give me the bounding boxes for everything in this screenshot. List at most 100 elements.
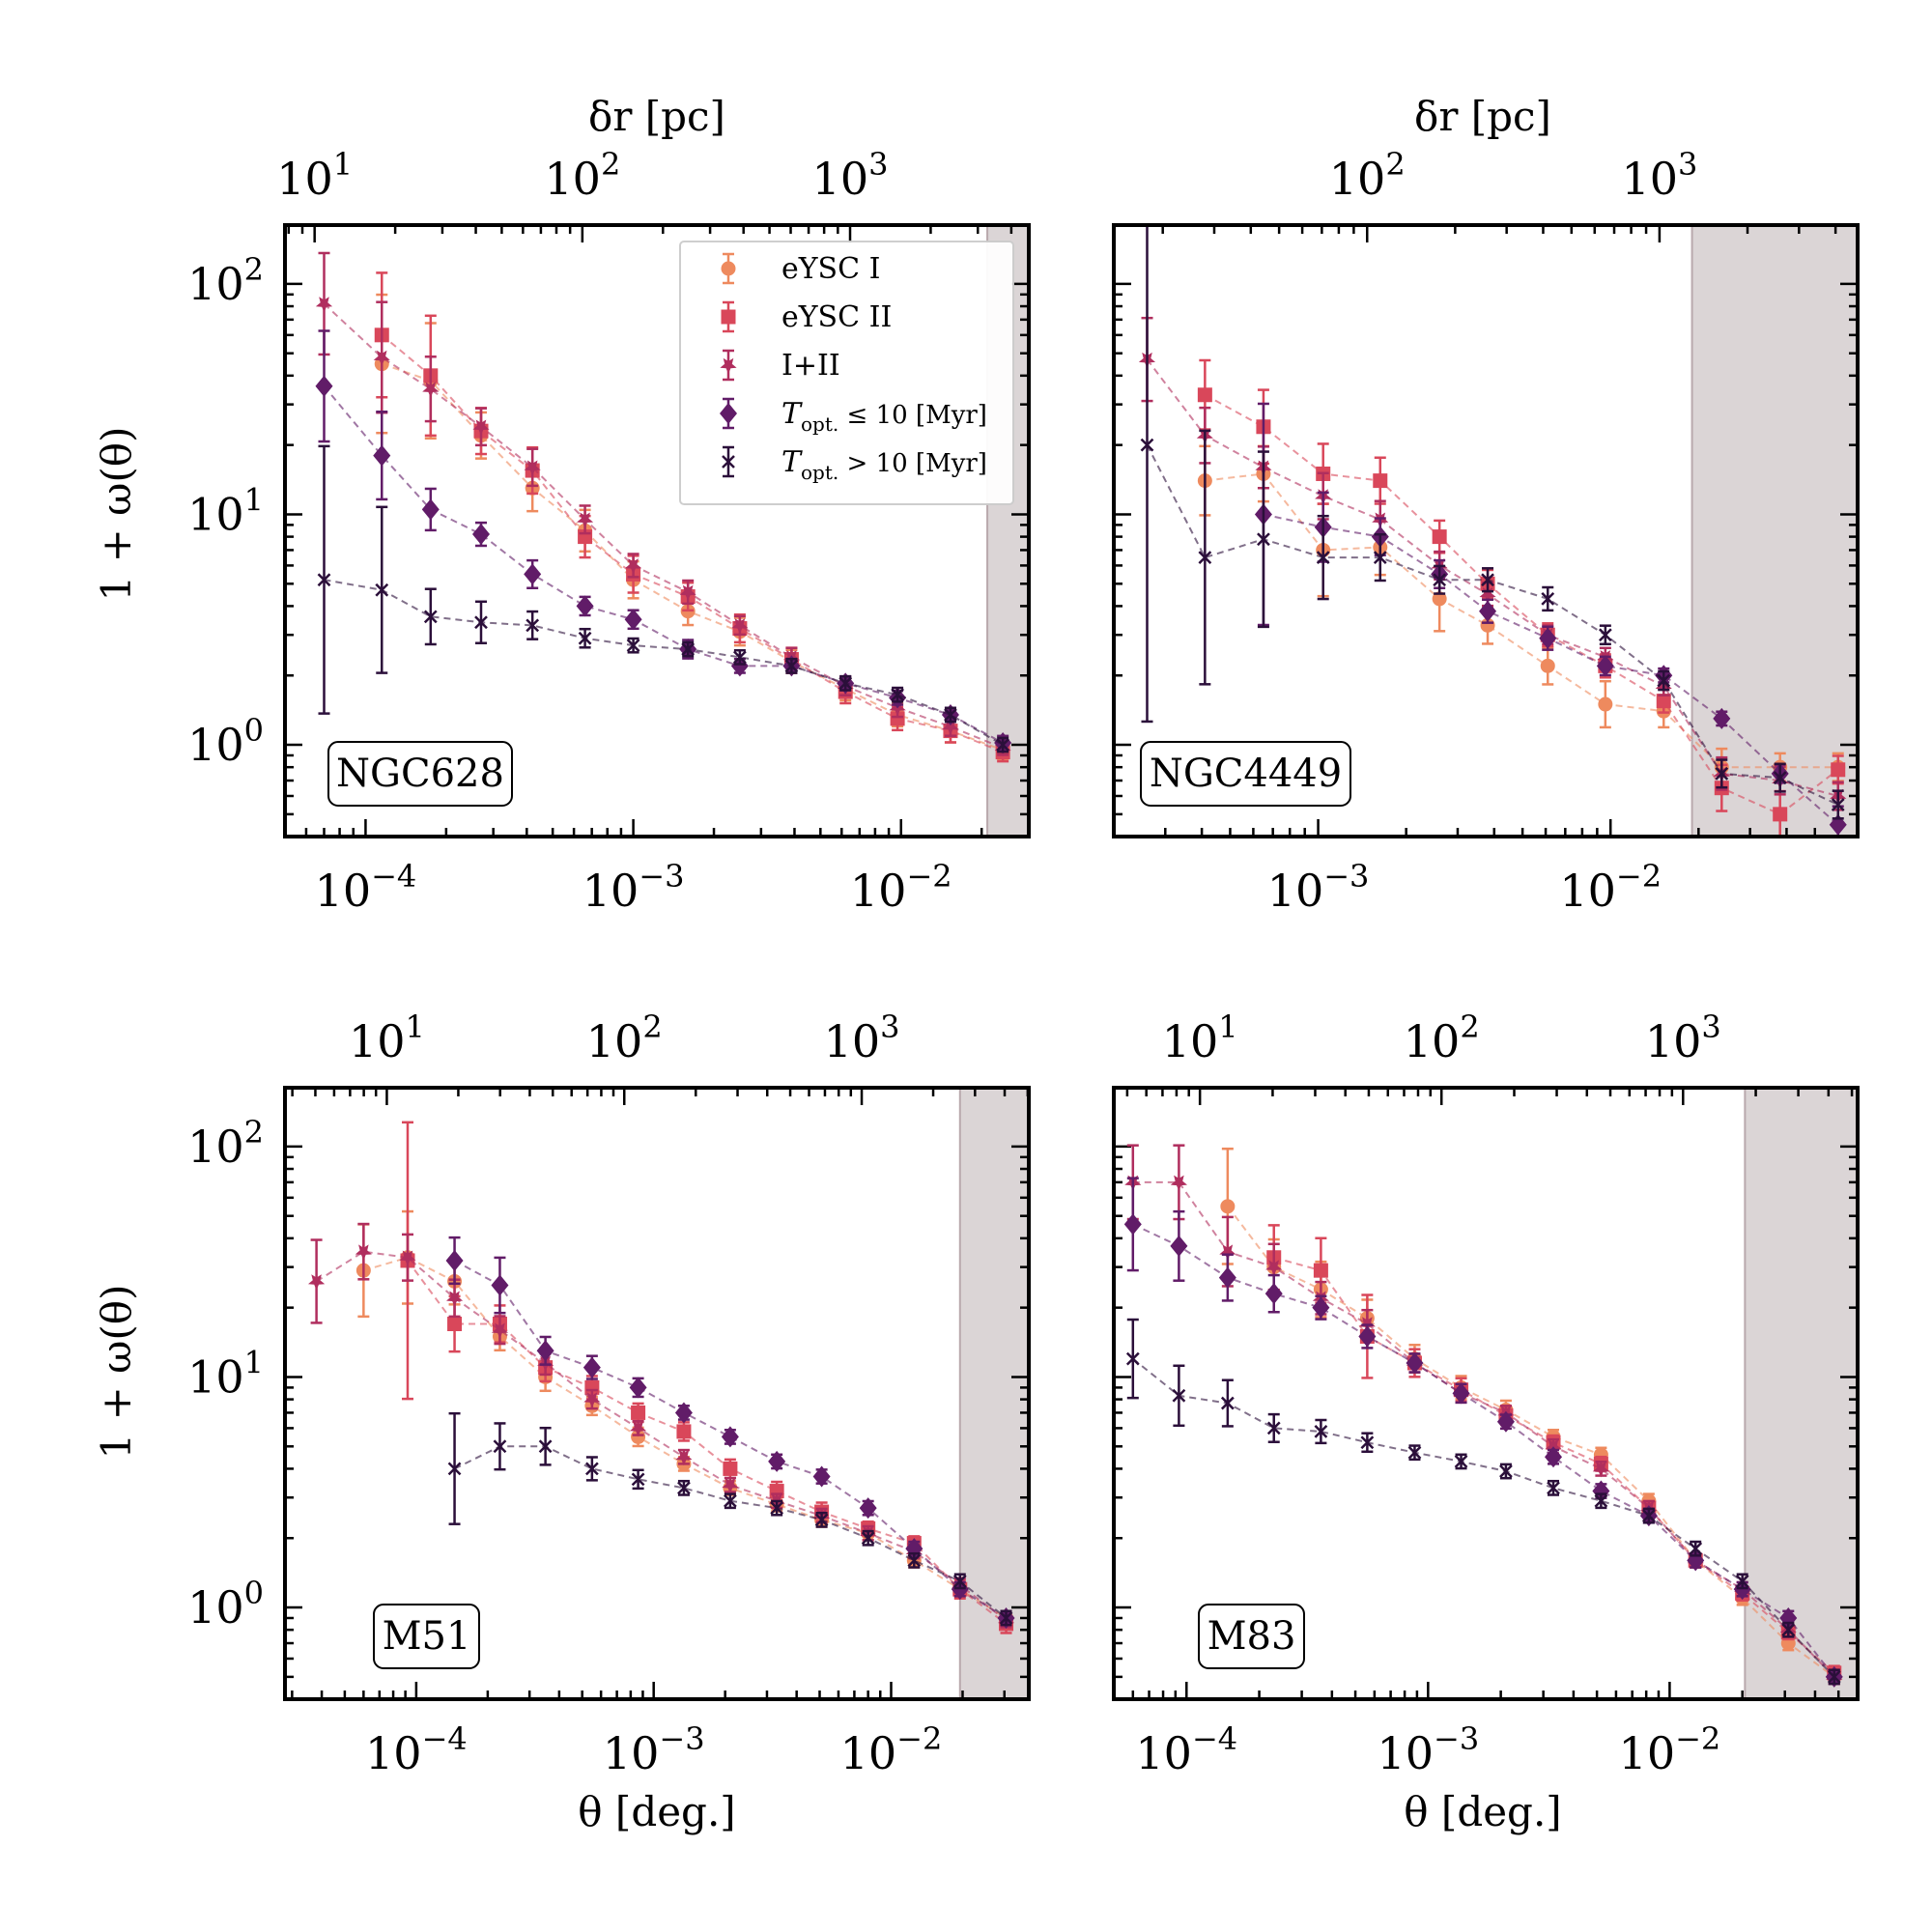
data-point	[524, 563, 542, 585]
data-point	[1198, 551, 1212, 564]
x-tick-label-base: 10	[582, 865, 639, 917]
top-tick-label-exp: 2	[642, 1009, 662, 1045]
data-point	[1499, 1464, 1513, 1478]
data-point	[890, 711, 905, 726]
data-point	[1831, 762, 1846, 778]
series-old	[317, 444, 1010, 753]
data-point	[315, 297, 333, 313]
data-point	[445, 1249, 464, 1271]
x-tick-label-exp: −2	[896, 1720, 942, 1757]
galaxy-name: M83	[1208, 1614, 1296, 1659]
data-point	[471, 524, 490, 546]
data-point	[472, 419, 490, 436]
data-point	[446, 1291, 464, 1307]
x-tick-label: 10−2	[850, 858, 952, 917]
data-point	[1360, 1435, 1375, 1450]
data-point	[1170, 1175, 1187, 1191]
legend-label-main: T	[781, 445, 803, 479]
y-tick-label-base: 10	[187, 719, 244, 771]
data-point	[1540, 658, 1555, 673]
data-point	[1266, 1421, 1281, 1435]
data-point	[1265, 1260, 1283, 1276]
legend-marker	[720, 357, 737, 374]
legend-item-old: Topt. > 10 [Myr]	[722, 445, 987, 484]
top-tick-label: 103	[1645, 1009, 1721, 1067]
top-axis-label-left: δr [pc]	[588, 93, 725, 140]
data-point	[721, 1426, 739, 1448]
axes-frame	[283, 1086, 1031, 1701]
y-tick-label-base: 10	[187, 1121, 244, 1173]
series-old	[1140, 225, 1845, 820]
y-axis-label-top: 1 + ω(θ)	[93, 427, 140, 602]
x-tick-label: 10−2	[1619, 1720, 1721, 1779]
series-line	[1132, 1180, 1835, 1678]
data-point	[999, 1611, 1013, 1625]
series-old	[447, 1411, 1013, 1627]
y-tick-label: 100	[187, 1575, 264, 1634]
data-point	[1140, 438, 1154, 452]
data-point	[355, 1244, 372, 1261]
axes-frame	[283, 223, 1031, 838]
series-line	[1227, 1206, 1835, 1678]
data-point	[1545, 1446, 1563, 1468]
data-point	[1641, 1509, 1656, 1523]
x-tick-label-exp: −4	[1192, 1720, 1237, 1757]
legend-marker	[722, 455, 735, 469]
galaxy-name: NGC4449	[1150, 752, 1342, 796]
data-point	[626, 639, 640, 653]
legend-item-eyscI: eYSC I	[721, 252, 880, 286]
x-tick-label-exp: −3	[659, 1720, 704, 1757]
data-point	[770, 1501, 784, 1516]
data-point	[423, 610, 438, 624]
top-tick-label-exp: 1	[333, 146, 353, 183]
x-tick-label: 10−4	[315, 858, 417, 917]
data-point	[944, 708, 957, 722]
series-line	[323, 302, 1004, 750]
data-point	[1172, 1388, 1186, 1403]
x-tick-label: 10−3	[582, 858, 685, 917]
data-point	[1257, 532, 1270, 547]
legend-label: Topt. > 10 [Myr]	[781, 445, 987, 484]
data-point	[1735, 1574, 1749, 1588]
data-point	[1539, 627, 1557, 649]
x-axis-label-left: θ [deg.]	[578, 1788, 735, 1835]
series-group	[308, 1121, 1015, 1634]
data-point	[889, 700, 906, 717]
data-point	[681, 642, 696, 656]
data-point	[1596, 655, 1614, 677]
top-tick-label-exp: 2	[601, 146, 620, 183]
data-point	[583, 1392, 601, 1408]
data-point	[317, 573, 331, 587]
x-tick-label-base: 10	[840, 1727, 897, 1779]
top-tick-label: 102	[1329, 146, 1406, 205]
legend-item-eyscII: eYSC II	[721, 300, 892, 334]
top-axis-label-right: δr [pc]	[1414, 93, 1551, 140]
legend-label: eYSC I	[781, 252, 880, 286]
data-point	[733, 650, 747, 665]
data-point	[630, 1421, 647, 1437]
data-point	[1316, 551, 1330, 564]
x-tick-label-exp: −4	[371, 858, 416, 895]
galaxy-label-box	[1140, 741, 1351, 807]
data-point	[859, 1497, 877, 1520]
x-tick-label-base: 10	[603, 1727, 660, 1779]
data-point	[1219, 1244, 1236, 1261]
series-line	[324, 579, 1004, 746]
series-group	[1123, 1144, 1843, 1688]
legend-item-young: Topt. ≤ 10 [Myr]	[720, 397, 987, 436]
data-point	[1454, 1455, 1468, 1468]
legend-box	[679, 241, 1014, 505]
data-point	[1220, 1199, 1236, 1214]
axes-frame	[1112, 223, 1860, 838]
data-point	[1496, 1410, 1515, 1433]
data-point	[1452, 1382, 1470, 1405]
data-point	[724, 1493, 737, 1508]
y-axis-label-bottom: 1 + ω(θ)	[93, 1285, 140, 1460]
data-point	[491, 1322, 508, 1339]
legend-label: eYSC II	[781, 300, 892, 334]
data-point	[723, 1461, 738, 1476]
top-tick-label-exp: 2	[1385, 146, 1405, 183]
top-tick-label: 101	[276, 146, 353, 205]
